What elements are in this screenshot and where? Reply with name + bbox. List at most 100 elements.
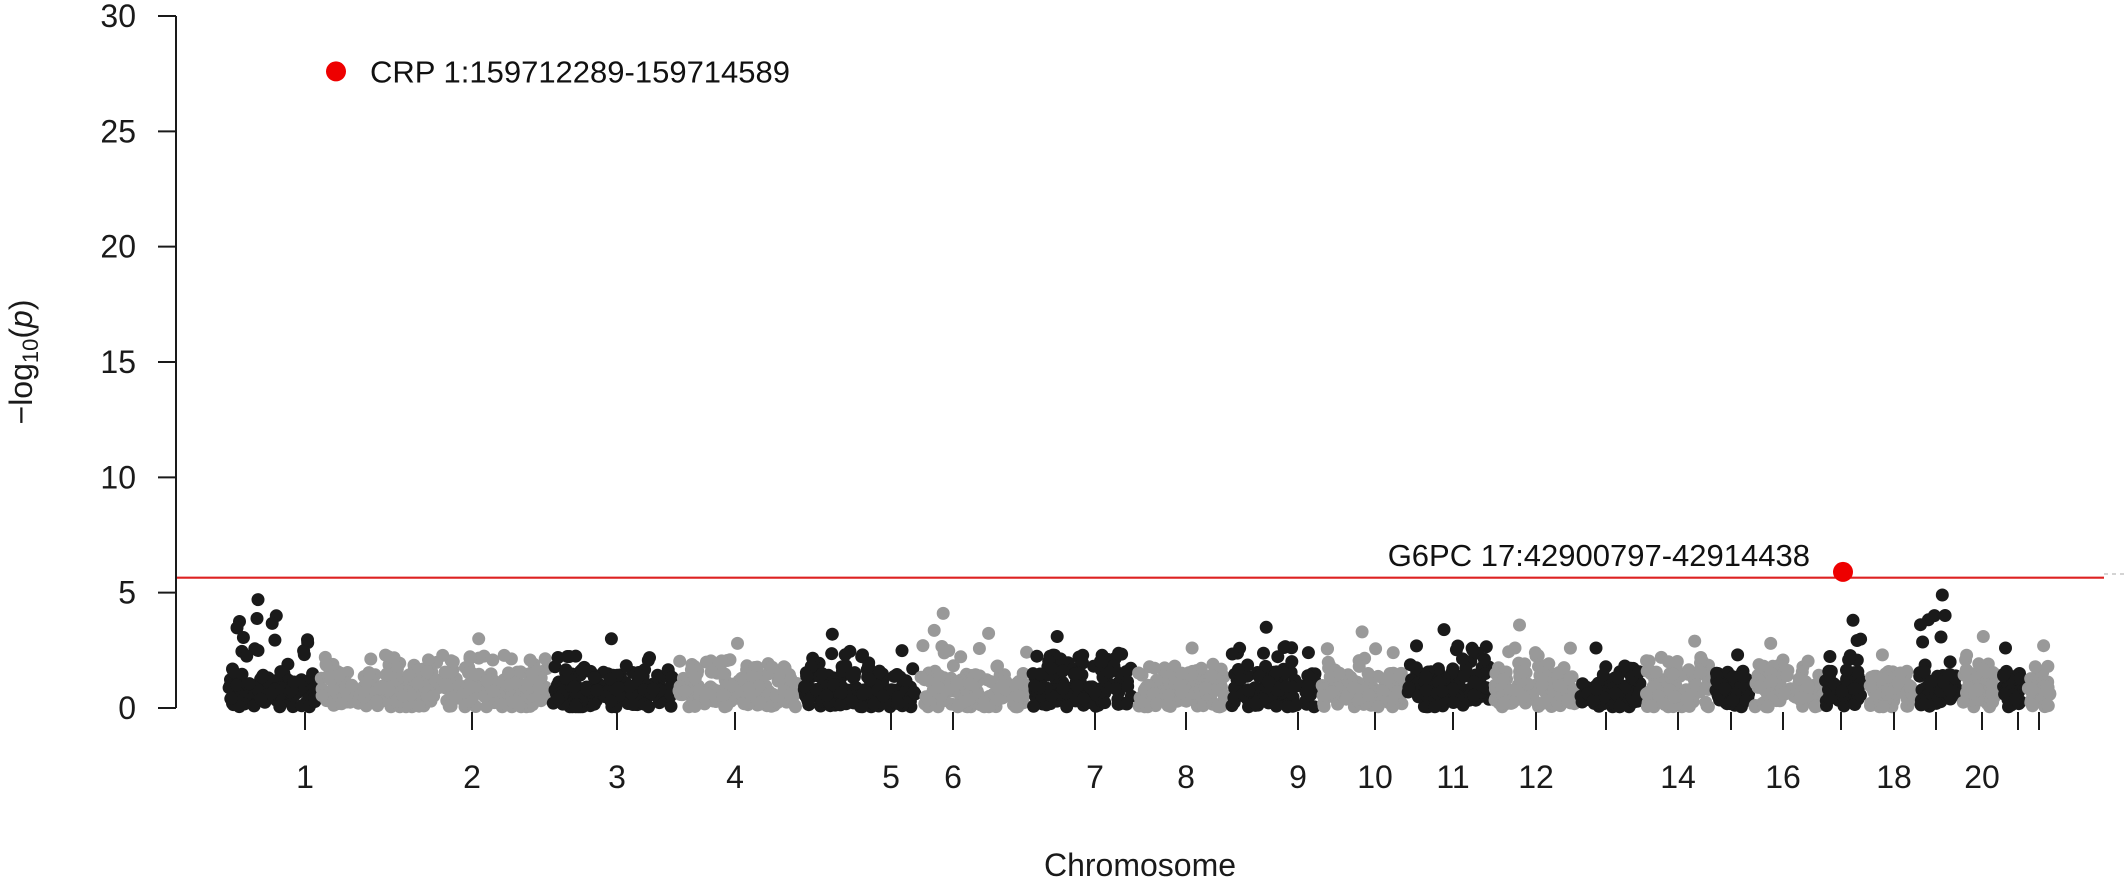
- chromosome-top-snp: [1999, 641, 2012, 655]
- snp-point: [254, 692, 268, 706]
- snp-point: [1285, 655, 1299, 669]
- snp-point: [642, 700, 656, 714]
- snp-point: [1044, 662, 1058, 675]
- snp-point: [834, 686, 848, 700]
- snp-point: [1234, 672, 1248, 686]
- snp-point: [345, 678, 359, 692]
- snp-point: [963, 677, 977, 691]
- snp-point: [1467, 675, 1481, 689]
- snp-point: [1802, 680, 1816, 694]
- snp-point: [977, 700, 991, 714]
- snp-point: [534, 694, 548, 708]
- snp-point: [1959, 663, 1973, 677]
- x-tick-label: 9: [1289, 759, 1307, 795]
- snp-point: [2041, 699, 2055, 713]
- x-tick-label: 10: [1357, 759, 1393, 795]
- snp-point: [1752, 658, 1766, 672]
- snp-point: [1502, 645, 1516, 659]
- snp-point: [497, 648, 511, 662]
- snp-point: [991, 659, 1004, 673]
- snp-point: [838, 648, 852, 662]
- snp-point: [619, 659, 633, 673]
- snp-point: [1699, 681, 1713, 695]
- snp-point: [1843, 649, 1857, 663]
- snp-point: [933, 669, 947, 683]
- y-axis-title-close-paren: ): [3, 300, 39, 311]
- snp-point: [1497, 672, 1511, 686]
- snp-point: [265, 616, 279, 630]
- snp-point: [856, 687, 870, 701]
- snp-point: [1986, 666, 2000, 679]
- snp-point: [1986, 695, 2000, 709]
- snp-point: [273, 700, 287, 714]
- snp-point: [1796, 691, 1810, 705]
- snp-point: [1560, 693, 1574, 707]
- snp-point: [468, 668, 482, 682]
- snp-point: [2009, 692, 2023, 706]
- snp-point: [716, 688, 730, 702]
- snp-point: [1822, 664, 1836, 678]
- snp-point: [1891, 676, 1905, 690]
- snp-point: [1927, 609, 1941, 623]
- y-axis-title: −log10(p): [3, 300, 43, 425]
- snp-points: [222, 588, 2057, 714]
- snp-point: [982, 626, 996, 640]
- x-tick-label: 3: [608, 759, 626, 795]
- snp-point: [1649, 665, 1663, 679]
- snp-point: [890, 668, 904, 681]
- snp-point: [942, 644, 956, 658]
- snp-point: [1175, 686, 1188, 700]
- y-axis-title-subscript: 10: [18, 339, 43, 363]
- snp-point: [1934, 630, 1948, 644]
- snp-point: [2040, 680, 2054, 694]
- snp-point: [427, 689, 441, 703]
- snp-point: [1457, 669, 1471, 683]
- snp-point: [587, 697, 601, 711]
- chromosome-top-snp: [1875, 648, 1889, 662]
- snp-point: [1410, 639, 1423, 653]
- snp-point: [1347, 681, 1361, 695]
- snp-point: [538, 652, 552, 666]
- snp-point: [1242, 683, 1256, 697]
- snp-point: [892, 697, 905, 710]
- snp-point: [1642, 654, 1656, 668]
- snp-point: [1143, 660, 1156, 674]
- snp-point: [1840, 663, 1853, 677]
- snp-point: [1611, 671, 1625, 685]
- snp-point: [1150, 697, 1164, 711]
- snp-point: [1666, 667, 1680, 681]
- snp-point: [1093, 655, 1107, 668]
- snp-point: [1204, 668, 1218, 682]
- snp-point: [236, 631, 250, 644]
- snp-point: [274, 665, 288, 679]
- snp-point: [1352, 659, 1366, 673]
- y-tick-label: 15: [100, 344, 136, 380]
- snp-point: [567, 680, 581, 694]
- snp-point: [1753, 680, 1767, 694]
- snp-point: [855, 650, 869, 664]
- snp-point: [1173, 676, 1187, 690]
- snp-point: [809, 683, 823, 696]
- snp-point: [1467, 689, 1481, 702]
- snp-point: [1956, 695, 1970, 709]
- snp-point: [673, 654, 687, 668]
- x-tick-label: 2: [463, 759, 481, 795]
- snp-point: [1586, 693, 1600, 707]
- snp-point: [931, 680, 945, 694]
- snp-point: [1088, 685, 1102, 699]
- snp-point: [1552, 679, 1566, 693]
- highlighted-snp-point: [1833, 561, 1853, 582]
- snp-point: [735, 671, 749, 685]
- snp-point: [396, 689, 410, 703]
- snp-point: [2041, 659, 2055, 673]
- highlighted-snp-label: CRP 1:159712289-159714589: [370, 54, 790, 89]
- snp-point: [1231, 663, 1245, 676]
- snp-point: [720, 699, 734, 713]
- snp-point: [1694, 665, 1708, 679]
- snp-point: [502, 666, 515, 680]
- snp-point: [1917, 697, 1930, 711]
- chromosome-top-snp: [1513, 618, 1526, 632]
- highlighted-snp-point: [326, 61, 346, 82]
- snp-point: [1608, 686, 1622, 700]
- snp-point: [250, 612, 264, 625]
